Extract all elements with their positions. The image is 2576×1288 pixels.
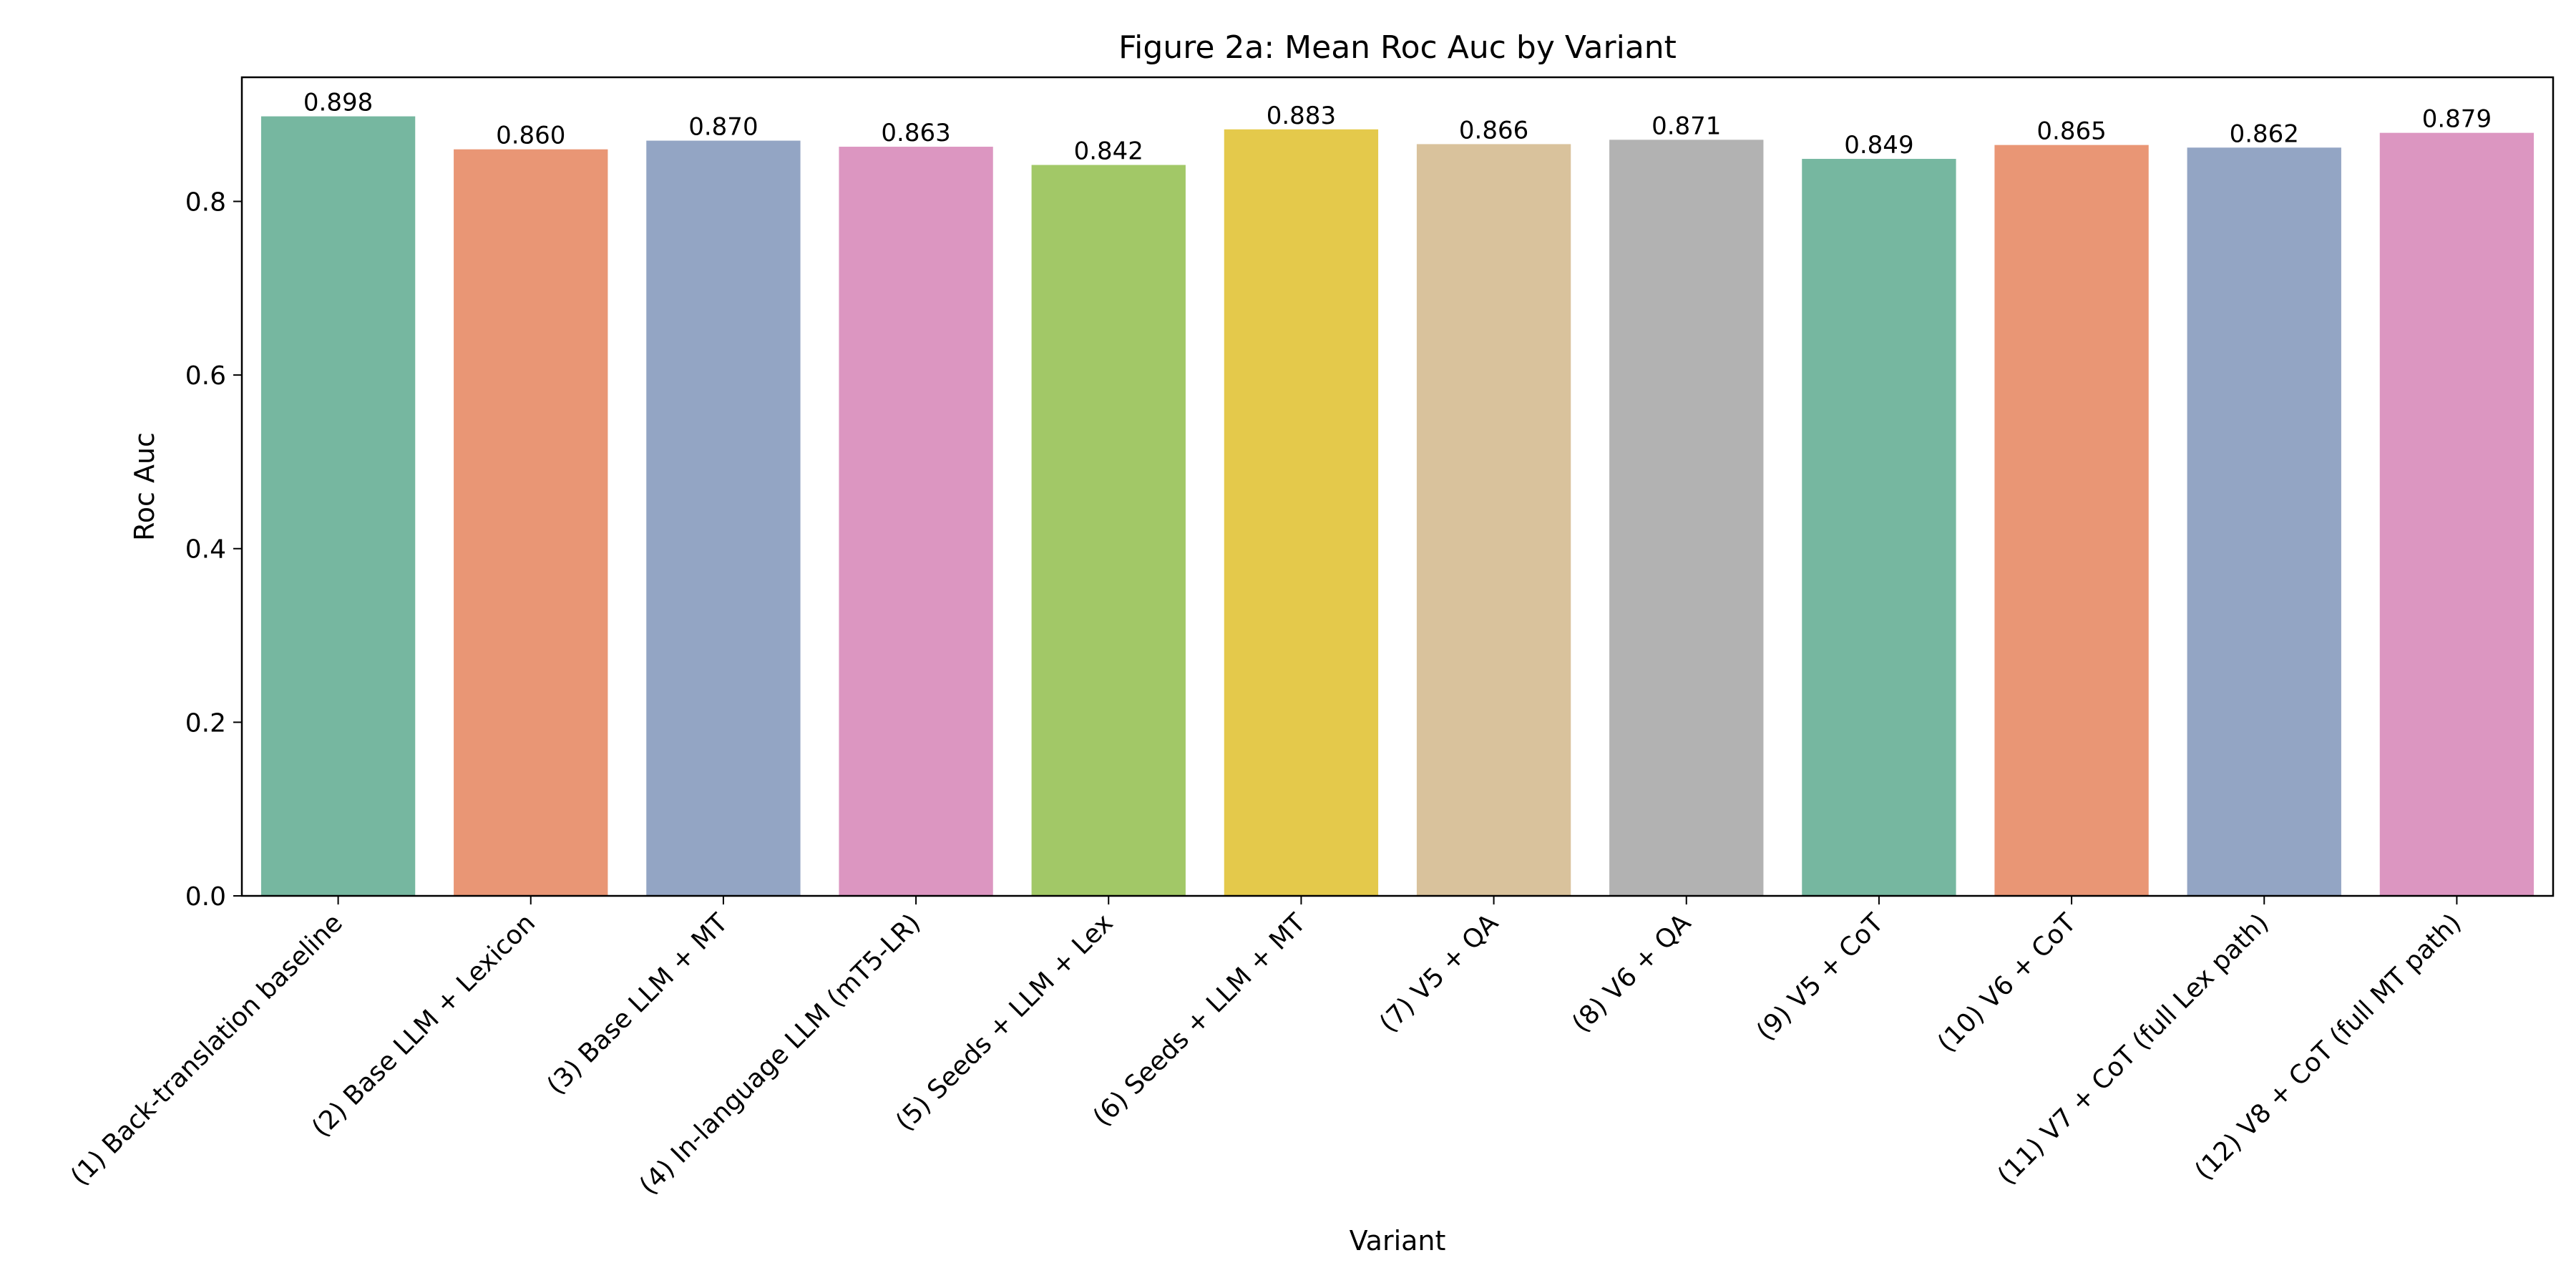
bar-value-label: 0.879 xyxy=(2422,105,2492,134)
bar xyxy=(1994,145,2149,897)
bar xyxy=(2187,147,2341,896)
bar-value-label: 0.849 xyxy=(1844,131,1913,160)
x-tick-label: (3) Base LLM + MT xyxy=(542,908,734,1101)
x-tick-label: (7) V5 + QA xyxy=(1374,908,1504,1038)
y-tick-label: 0.8 xyxy=(185,187,226,217)
bar-value-label: 0.866 xyxy=(1459,116,1528,145)
plot-area: 0.898 (1) Back-translation baseline 0.860 (… xyxy=(65,76,2555,1201)
bar-value-label: 0.863 xyxy=(881,119,950,147)
bar xyxy=(839,147,993,896)
bar xyxy=(1031,165,1186,897)
bar xyxy=(1224,129,1379,897)
plot-frame xyxy=(240,76,2555,897)
bar-value-label: 0.842 xyxy=(1074,137,1143,166)
bar-value-label: 0.860 xyxy=(496,122,565,150)
bar-value-label: 0.898 xyxy=(303,89,373,117)
bar xyxy=(1609,140,1764,896)
y-tick-label: 0.0 xyxy=(185,882,226,912)
y-tick-label: 0.2 xyxy=(185,708,226,738)
bar-value-label: 0.870 xyxy=(688,113,758,142)
x-axis-label: Variant xyxy=(1350,1225,1446,1257)
bar xyxy=(1802,159,1956,897)
x-tick-label: (5) Seeds + LLM + Lex xyxy=(890,908,1118,1136)
chart-title: Figure 2a: Mean Roc Auc by Variant xyxy=(1118,29,1677,66)
bar xyxy=(260,116,416,896)
x-tick-label: (1) Back-translation baseline xyxy=(65,908,348,1191)
y-tick-label: 0.4 xyxy=(185,535,226,565)
bar xyxy=(2379,132,2534,896)
bar xyxy=(1416,144,1571,897)
y-axis-label: Roc Auc xyxy=(129,432,160,541)
bar-value-label: 0.862 xyxy=(2230,119,2299,148)
x-tick-label: (9) V5 + CoT xyxy=(1751,908,1890,1047)
bar-value-label: 0.883 xyxy=(1267,102,1336,130)
bar xyxy=(454,149,608,896)
x-tick-label: (8) V6 + QA xyxy=(1566,908,1697,1038)
bar xyxy=(646,140,801,896)
y-tick-label: 0.6 xyxy=(185,361,226,391)
bar-value-label: 0.871 xyxy=(1652,112,1721,140)
bar-value-label: 0.865 xyxy=(2036,117,2106,146)
x-tick-label: (6) Seeds + LLM + MT xyxy=(1088,908,1312,1133)
x-tick-label: (2) Base LLM + Lexicon xyxy=(306,908,541,1143)
x-tick-label: (10) V6 + CoT xyxy=(1932,908,2082,1058)
